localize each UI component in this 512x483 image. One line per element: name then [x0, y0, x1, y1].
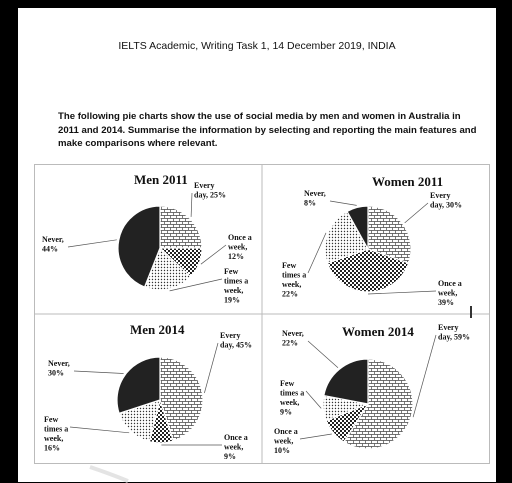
data-label-never: Never, 30% [48, 359, 70, 378]
leader-line [73, 370, 124, 374]
pie-slice-every-day [159, 205, 203, 249]
watermark-swoosh [89, 465, 129, 483]
data-label-once-a-week: Once a week, 12% [228, 233, 252, 261]
leader-line [307, 232, 327, 274]
data-label-every-day: Every day, 45% [220, 331, 252, 350]
chart-title: Men 2014 [130, 322, 185, 337]
leader-line [67, 239, 117, 248]
chart-title: Women 2014 [342, 324, 414, 339]
pie-men-2011: Men 2011 Every day, 25% Once a week, 12% Few ti… [42, 172, 252, 305]
data-label-few-times-a-week: Few times a week, 9% [280, 379, 304, 417]
pie-women-2014: Women 2014 Every day, 59% Once a week, 10% Few… [274, 323, 470, 455]
leader-line [69, 426, 130, 434]
data-label-few-times-a-week: Few times a week, 16% [44, 415, 68, 453]
data-label-few-times-a-week: Few times a week, 19% [224, 267, 248, 305]
leader-line [367, 290, 437, 295]
pie-slice-never [346, 205, 369, 252]
pie-slice-never [117, 205, 161, 288]
pie-slice-once-a-week [326, 248, 410, 293]
data-label-once-a-week: Once a week, 39% [438, 279, 462, 307]
document-page: IELTS Academic, Writing Task 1, 14 Decem… [18, 8, 496, 483]
leader-line [412, 334, 437, 418]
pie-women-2011: Women 2011 Every day, 30% Once a week, 39% Few… [282, 174, 462, 307]
leader-line [200, 244, 227, 265]
pie-slice-never [116, 356, 161, 415]
pie-slice-every-day [159, 356, 204, 442]
chart-title: Men 2011 [134, 172, 188, 187]
data-label-once-a-week: Once a week, 10% [274, 427, 298, 455]
data-label-every-day: Every day, 59% [438, 323, 470, 342]
leader-line [204, 342, 219, 394]
pie-slice-never [323, 358, 369, 405]
page-heading: IELTS Academic, Writing Task 1, 14 Decem… [118, 40, 396, 52]
page-edge-mark [470, 306, 472, 318]
pie-charts-panel: Men 2011 Every day, 25% Once a week, 12% Few ti… [34, 164, 490, 464]
chart-title: Women 2011 [372, 174, 443, 189]
leader-line [305, 390, 322, 409]
leader-line [169, 278, 223, 292]
pie-slice-every-day [367, 205, 412, 264]
pie-charts-svg: Men 2011 Every day, 25% Once a week, 12% Few ti… [34, 164, 490, 464]
pie-slice-few-times-a-week [324, 210, 369, 264]
leader-line [307, 340, 339, 369]
data-label-few-times-a-week: Few times a week, 22% [282, 261, 306, 299]
leader-line [404, 202, 429, 224]
data-label-never: Never, 44% [42, 235, 64, 254]
data-label-every-day: Every day, 25% [194, 181, 226, 200]
data-label-never: Never, 8% [304, 189, 326, 208]
leader-line [190, 192, 193, 217]
pie-men-2014: Men 2014 Every day, 45% Once a week, 9% Few tim… [44, 322, 252, 461]
data-label-once-a-week: Once a week, 9% [224, 433, 248, 461]
leader-line [329, 200, 357, 206]
leader-line [299, 433, 332, 440]
data-label-never: Never, 22% [282, 329, 304, 348]
task-prompt: The following pie charts show the use of… [58, 111, 477, 149]
data-label-every-day: Every day, 30% [430, 191, 462, 210]
pie-slice-every-day [343, 358, 414, 450]
